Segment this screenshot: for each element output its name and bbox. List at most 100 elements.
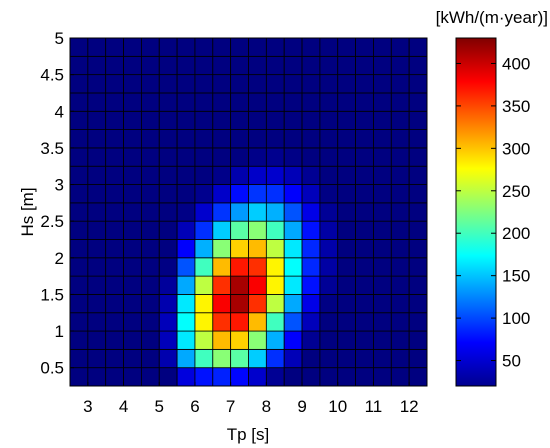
heatmap-cell bbox=[355, 239, 374, 259]
heatmap-cell bbox=[337, 348, 357, 369]
heatmap-cell bbox=[283, 55, 303, 76]
heatmap-cell bbox=[69, 110, 89, 130]
heatmap-cell bbox=[265, 74, 285, 94]
heatmap-cell bbox=[248, 129, 267, 149]
heatmap-cell bbox=[230, 202, 249, 222]
heatmap-cell bbox=[319, 129, 339, 149]
heatmap-cell bbox=[194, 92, 214, 112]
heatmap-cell bbox=[390, 202, 410, 222]
heatmap-cell bbox=[390, 367, 410, 387]
x-tick-label: 3 bbox=[83, 397, 92, 416]
heatmap-cell bbox=[230, 184, 249, 204]
heatmap-cell bbox=[248, 294, 267, 314]
heatmap-cell bbox=[319, 55, 339, 76]
heatmap-cell bbox=[105, 55, 124, 76]
heatmap-cell bbox=[123, 129, 142, 149]
heatmap-cell bbox=[319, 147, 339, 167]
heatmap-cell bbox=[319, 348, 339, 369]
heatmap-cell bbox=[408, 367, 428, 387]
heatmap-cell bbox=[69, 257, 89, 277]
heatmap-cell bbox=[337, 55, 357, 76]
y-tick-label: 3 bbox=[55, 176, 64, 195]
heatmap-cell bbox=[158, 220, 178, 240]
heatmap-cell bbox=[212, 312, 232, 332]
heatmap-cell bbox=[212, 74, 232, 94]
heatmap-cell bbox=[230, 294, 249, 314]
heatmap-cell bbox=[176, 294, 196, 314]
heatmap-cell bbox=[319, 165, 339, 185]
heatmap-cell bbox=[212, 257, 232, 277]
heatmap-cell bbox=[105, 220, 124, 240]
heatmap-cell bbox=[230, 312, 249, 332]
heatmap-cell bbox=[194, 367, 214, 387]
heatmap-cell bbox=[390, 110, 410, 130]
heatmap-cell bbox=[265, 312, 285, 332]
heatmap-cell bbox=[248, 92, 267, 112]
heatmap-cell bbox=[248, 330, 267, 350]
heatmap-cell bbox=[69, 202, 89, 222]
heatmap-cell bbox=[158, 37, 178, 57]
heatmap-cell bbox=[301, 202, 321, 222]
heatmap-cell bbox=[265, 275, 285, 295]
heatmap-cell bbox=[373, 129, 392, 149]
heatmap-cell bbox=[283, 92, 303, 112]
heatmap-cell bbox=[69, 165, 89, 185]
heatmap-cell bbox=[248, 257, 267, 277]
heatmap-cell bbox=[319, 220, 339, 240]
heatmap-cell bbox=[301, 110, 321, 130]
heatmap-cell bbox=[140, 348, 160, 369]
heatmap-cell bbox=[319, 184, 339, 204]
colorbar-ticks: 50 100 150 200 250 300 350 400 bbox=[456, 54, 530, 371]
heatmap-cell bbox=[408, 55, 428, 76]
heatmap-cell bbox=[373, 367, 392, 387]
heatmap-cell bbox=[105, 184, 124, 204]
heatmap-cell bbox=[140, 147, 160, 167]
heatmap-cell bbox=[337, 367, 357, 387]
heatmap-cell bbox=[123, 239, 142, 259]
heatmap-cell bbox=[283, 367, 303, 387]
heatmap-cell bbox=[283, 129, 303, 149]
heatmap-cell bbox=[319, 275, 339, 295]
heatmap-cell bbox=[230, 165, 249, 185]
heatmap-cell bbox=[390, 129, 410, 149]
heatmap-cell bbox=[355, 147, 374, 167]
y-axis-label: Hs [m] bbox=[18, 187, 37, 236]
heatmap-cell bbox=[337, 275, 357, 295]
heatmap-cell bbox=[123, 202, 142, 222]
heatmap-cell bbox=[194, 275, 214, 295]
heatmap-cell bbox=[355, 129, 374, 149]
heatmap-cell bbox=[230, 348, 249, 369]
x-tick-label: 11 bbox=[365, 397, 383, 416]
heatmap-cell bbox=[158, 129, 178, 149]
y-tick-label: 4 bbox=[55, 102, 64, 121]
heatmap-cell bbox=[69, 367, 89, 387]
heatmap-cell bbox=[105, 367, 124, 387]
heatmap-cell bbox=[123, 275, 142, 295]
heatmap-cell bbox=[123, 37, 142, 57]
heatmap-cell bbox=[158, 348, 178, 369]
heatmap-cell bbox=[230, 37, 249, 57]
heatmap-cell bbox=[248, 147, 267, 167]
heatmap-cell bbox=[248, 275, 267, 295]
heatmap-cell bbox=[123, 165, 142, 185]
heatmap-cell bbox=[283, 312, 303, 332]
heatmap-cell bbox=[105, 129, 124, 149]
heatmap-cell bbox=[176, 129, 196, 149]
heatmap-cell bbox=[194, 184, 214, 204]
heatmap-cell bbox=[408, 37, 428, 57]
heatmap-cell bbox=[123, 367, 142, 387]
heatmap-cell bbox=[105, 275, 124, 295]
heatmap-cell bbox=[176, 55, 196, 76]
heatmap-cell bbox=[390, 330, 410, 350]
heatmap-cell bbox=[176, 239, 196, 259]
heatmap-cell bbox=[140, 92, 160, 112]
colorbar bbox=[455, 37, 497, 387]
x-tick-label: 10 bbox=[328, 397, 347, 416]
heatmap-cell bbox=[301, 330, 321, 350]
heatmap-cell bbox=[194, 147, 214, 167]
x-tick-label: 4 bbox=[119, 397, 128, 416]
heatmap-cell bbox=[87, 220, 107, 240]
y-tick-label: 0.5 bbox=[40, 359, 64, 378]
heatmap-cell bbox=[373, 37, 392, 57]
heatmap-cell bbox=[105, 92, 124, 112]
